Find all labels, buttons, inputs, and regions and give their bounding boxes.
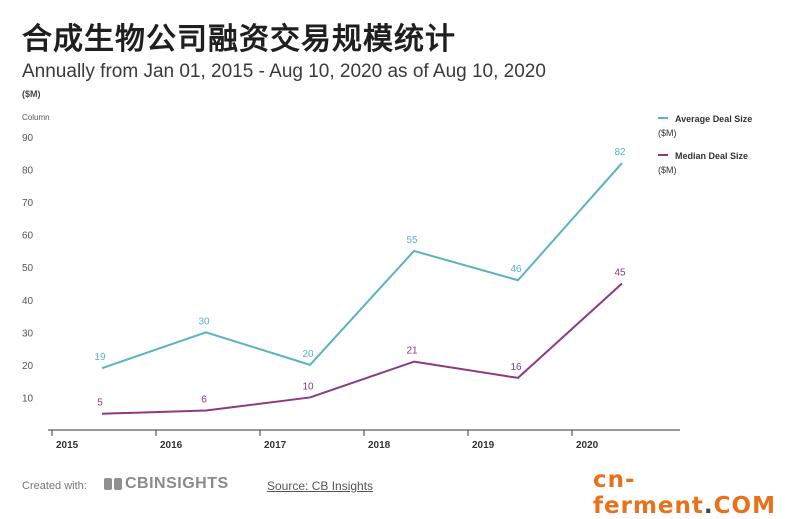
y-tick-label: 80 <box>22 166 34 177</box>
data-label: 46 <box>510 264 522 275</box>
watermark-tld: COM <box>713 493 776 519</box>
y-tick-label: 20 <box>22 361 34 372</box>
created-with-label: Created with: <box>22 480 87 492</box>
chart-subtitle: Annually from Jan 01, 2015 - Aug 10, 202… <box>22 61 546 82</box>
cbinsights-logo-icon <box>104 478 122 490</box>
data-label: 55 <box>406 235 418 246</box>
source-link[interactable]: Source: CB Insights <box>267 479 374 493</box>
legend-label: Median Deal Size <box>675 151 748 161</box>
data-label: 5 <box>97 398 103 409</box>
legend-unit: ($M) <box>658 165 677 175</box>
data-label: 6 <box>201 394 207 405</box>
data-label: 19 <box>94 352 106 363</box>
x-tick-label: 2018 <box>368 440 391 451</box>
watermark-dot: . <box>703 493 714 519</box>
y-tick-label: 70 <box>22 198 34 209</box>
cbinsights-logo: CBINSIGHTS <box>104 475 229 493</box>
y-tick-label: 90 <box>22 133 34 144</box>
y-tick-label: 40 <box>22 296 34 307</box>
watermark-main: cn-ferment <box>593 467 704 519</box>
legend-label: Average Deal Size <box>675 114 752 124</box>
data-label: 16 <box>510 362 522 373</box>
y-tick-label: 60 <box>22 231 34 242</box>
series-line-median <box>101 282 623 415</box>
legend-unit: ($M) <box>658 128 677 138</box>
data-label: 30 <box>198 316 210 327</box>
x-tick-label: 2016 <box>160 440 183 451</box>
cbinsights-logo-text: CBINSIGHTS <box>125 475 229 492</box>
x-tick-label: 2020 <box>576 440 599 451</box>
x-tick-label: 2015 <box>56 440 79 451</box>
series-line-average <box>101 162 623 370</box>
y-tick-label: 30 <box>22 328 34 339</box>
data-label: 21 <box>406 346 418 357</box>
y-tick-label: 50 <box>22 263 34 274</box>
y-axis-unit: ($M) <box>22 89 41 99</box>
y-tick-label: 10 <box>22 393 34 404</box>
x-tick-label: 2019 <box>472 440 495 451</box>
x-tick-label: 2017 <box>264 440 287 451</box>
data-label: 20 <box>302 349 314 360</box>
site-watermark: cn-ferment.COM <box>593 467 800 519</box>
data-label: 45 <box>614 268 626 279</box>
chart-title: 合成生物公司融资交易规模统计 <box>22 22 456 57</box>
data-label: 82 <box>614 147 626 158</box>
data-label: 10 <box>302 381 314 392</box>
column-label: Column <box>22 113 50 122</box>
